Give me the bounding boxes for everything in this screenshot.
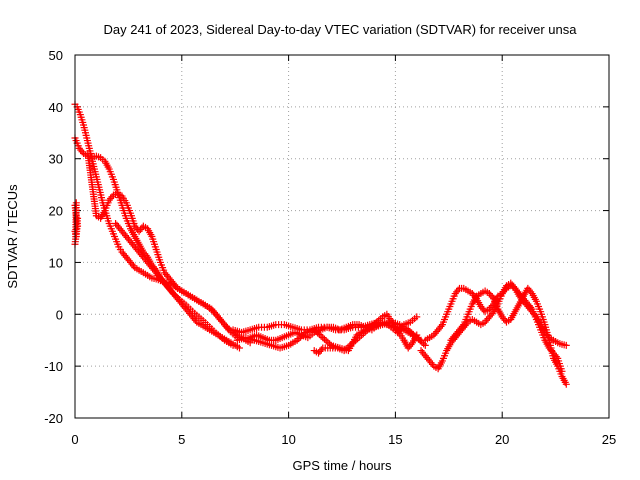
data-point-track-d [235, 344, 243, 352]
x-tick-label: 20 [495, 432, 509, 447]
data-point-track-k [531, 311, 539, 319]
data-points [71, 100, 570, 388]
data-point-track-a [129, 262, 137, 270]
data-point-track-i [407, 341, 415, 349]
data-point-track-k [562, 341, 570, 349]
data-point-track-k [437, 322, 445, 330]
y-tick-label: -20 [44, 411, 63, 426]
chart-title: Day 241 of 2023, Sidereal Day-to-day VTE… [103, 22, 577, 37]
data-point-track-d [191, 316, 199, 324]
data-point-track-c [219, 319, 227, 327]
y-tick-label: -10 [44, 359, 63, 374]
y-tick-label: 50 [49, 48, 63, 63]
tick-labels: 0 5 10 15 20 25 -20 -10 0 10 20 30 40 50 [44, 48, 616, 447]
data-point-track-g [320, 335, 328, 343]
x-tick-label: 0 [71, 432, 78, 447]
x-tick-label: 25 [602, 432, 616, 447]
data-point-track-i [413, 331, 421, 339]
data-point-track-g [404, 326, 412, 334]
data-point-track-l [562, 380, 570, 388]
data-point-track-g [322, 337, 330, 345]
data-point-track-l [458, 322, 466, 330]
data-point-track-g [319, 334, 327, 342]
data-point-track-h [413, 313, 421, 321]
y-axis-label: SDTVAR / TECUs [5, 184, 20, 289]
data-point-track-c [108, 193, 116, 201]
data-point-track-j [488, 309, 496, 317]
y-tick-label: 40 [49, 100, 63, 115]
plot-frame [74, 54, 610, 419]
data-point-track-g [420, 340, 428, 348]
y-tick-label: 20 [49, 204, 63, 219]
data-point-track-k [501, 286, 509, 294]
data-point-track-b [78, 148, 86, 156]
data-point-track-g [406, 327, 414, 335]
x-tick-label: 15 [388, 432, 402, 447]
data-point-track-i [317, 346, 325, 354]
y-tick-label: 30 [49, 152, 63, 167]
data-point-track-g [408, 329, 416, 337]
x-axis-label: GPS time / hours [293, 458, 392, 473]
data-point-track-g [293, 336, 301, 344]
x-tick-label: 10 [281, 432, 295, 447]
data-point-track-l [488, 293, 496, 301]
data-point-track-g [317, 332, 325, 340]
data-point-track-g [326, 340, 334, 348]
data-point-track-k [454, 286, 462, 294]
data-point-track-e [72, 199, 80, 207]
data-point-track-k [488, 302, 496, 310]
data-point-track-c [172, 283, 180, 291]
data-point-track-g [315, 331, 323, 339]
y-tick-label: 0 [56, 307, 63, 322]
x-tick-label: 5 [178, 432, 185, 447]
data-point-track-j [428, 360, 436, 368]
data-point-track-l [527, 288, 535, 296]
y-tick-label: 10 [49, 255, 63, 270]
gridlines [75, 55, 609, 418]
